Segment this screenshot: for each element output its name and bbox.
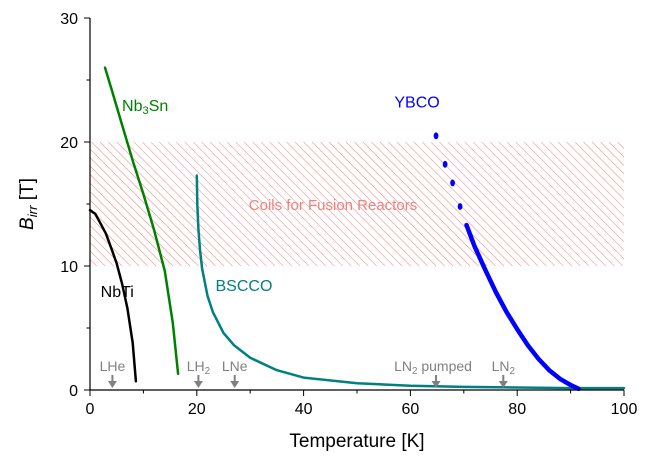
marker-label: LNe bbox=[222, 358, 248, 374]
y-tick-label: 20 bbox=[60, 135, 78, 152]
label-main: LN bbox=[394, 358, 412, 374]
x-tick-label: 0 bbox=[86, 401, 95, 418]
marker-2: LNe bbox=[222, 358, 248, 388]
label-rest: pumped bbox=[417, 358, 471, 374]
x-tick-label: 100 bbox=[611, 401, 638, 418]
x-tick-label: 40 bbox=[295, 401, 313, 418]
series-label-rest: Sn bbox=[149, 98, 169, 115]
fusion-band-area bbox=[90, 142, 624, 266]
marker-arrow-head bbox=[107, 381, 117, 388]
y-tick-label: 30 bbox=[60, 11, 78, 28]
marker-4: LN2 bbox=[492, 358, 515, 388]
series-line-nbti bbox=[88, 208, 138, 383]
marker-label: LN2 bbox=[492, 358, 515, 377]
marker-1: LH2 bbox=[187, 358, 210, 388]
series-nb3sn bbox=[103, 66, 180, 376]
fusion-band-label: Coils for Fusion Reactors bbox=[249, 197, 417, 214]
marker-3: LN2 pumped bbox=[394, 358, 472, 388]
label-layer: Coils for Fusion Reactors NbTi Nb3Sn BSCCO Y… bbox=[101, 94, 440, 301]
y-axis-title-main: B bbox=[17, 217, 38, 230]
marker-arrow-head bbox=[193, 381, 203, 388]
series-label-sub: 3 bbox=[142, 105, 148, 117]
series-dot-ybco bbox=[433, 132, 439, 140]
series-nbti bbox=[88, 208, 138, 383]
axes: 0 20 40 60 80 100 0 10 20 30 Temperature [K] Birr [… bbox=[17, 11, 637, 452]
marker-arrow-head bbox=[498, 381, 508, 388]
fusion-band bbox=[90, 142, 624, 266]
x-tick-label: 20 bbox=[188, 401, 206, 418]
series-label-main: NbTi bbox=[101, 284, 134, 301]
marker-label: LHe bbox=[100, 358, 126, 374]
y-tick-label: 10 bbox=[60, 259, 78, 276]
series-ybco bbox=[433, 132, 581, 392]
series-label-main: Nb bbox=[122, 98, 143, 115]
label-main: LH bbox=[187, 358, 205, 374]
series-bscco bbox=[195, 174, 626, 390]
marker-0: LHe bbox=[100, 358, 126, 388]
series-label-ybco: YBCO bbox=[394, 94, 439, 111]
series-dot-ybco bbox=[450, 179, 455, 187]
series-dot-ybco bbox=[457, 203, 463, 210]
series-label-main: BSCCO bbox=[215, 278, 272, 295]
label-subscript: 2 bbox=[412, 366, 417, 377]
y-axis-title-sub: irr bbox=[25, 205, 40, 217]
series-line-bscco bbox=[195, 174, 626, 390]
y-axis-title-unit: [T] bbox=[17, 178, 38, 205]
x-axis-title: Temperature [K] bbox=[289, 431, 424, 452]
label-subscript: 2 bbox=[510, 366, 515, 377]
marker-label: LH2 bbox=[187, 358, 210, 377]
label-main: LNe bbox=[222, 358, 248, 374]
series-dot-ybco bbox=[442, 160, 448, 168]
series-line-ybco bbox=[464, 222, 581, 392]
series-label-main: YBCO bbox=[394, 94, 439, 111]
series-label-nbti: NbTi bbox=[101, 284, 134, 301]
marker-label: LN2 pumped bbox=[394, 358, 472, 377]
label-subscript: 2 bbox=[205, 366, 210, 377]
series-label-nb3sn: Nb3Sn bbox=[122, 98, 168, 117]
marker-layer: LHe LH2 LNe LN2 pumped LN2 bbox=[100, 358, 515, 388]
series-layer bbox=[88, 66, 626, 392]
series-line-nb3sn bbox=[103, 66, 180, 376]
label-main: LHe bbox=[100, 358, 126, 374]
y-tick-label: 0 bbox=[69, 383, 78, 400]
series-label-bscco: BSCCO bbox=[215, 278, 272, 295]
marker-arrow-head bbox=[230, 381, 240, 388]
marker-arrow-head bbox=[431, 381, 441, 388]
x-tick-label: 60 bbox=[402, 401, 420, 418]
label-main: LN bbox=[492, 358, 510, 374]
x-tick-label: 80 bbox=[508, 401, 526, 418]
y-axis-title: Birr [T] bbox=[17, 178, 40, 230]
